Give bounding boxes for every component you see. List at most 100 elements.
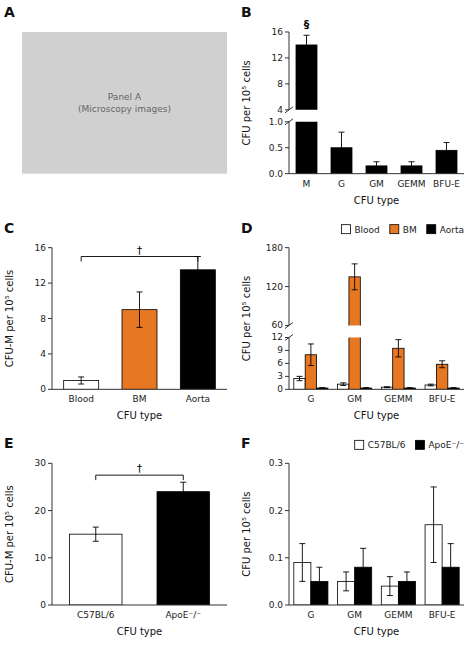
x-tick-label: BM [133,394,147,404]
bar [180,270,215,390]
plot-area [70,482,210,605]
error-bar [363,387,369,389]
y-tick-label: 12 [272,53,283,63]
y-tick-label: 20 [35,506,47,516]
y-tick [285,121,289,122]
placeholder-text: (Microscopy images) [78,104,171,114]
annotation: † [137,244,143,257]
bar [70,534,123,605]
bar [349,277,360,389]
axes: 0.00.51.0481216MGGMGEMMBFU-ECFU typeCFU … [241,27,464,206]
error-bar [78,377,84,384]
y-tick [285,286,289,287]
x-axis-label: CFU type [354,626,400,637]
x-tick-label: GEMM [384,394,412,404]
y-tick-label: 4 [40,349,46,359]
error-bar [319,387,325,389]
bar [296,45,317,174]
error-bar [297,376,303,380]
error-bar [451,387,457,389]
y-tick [48,353,52,354]
panel: F0.00.10.20.3GGMGEMMBFU-ECFU typeCFU per… [241,435,464,637]
y-tick [285,363,289,364]
y-tick-label: 16 [272,27,284,37]
y-tick [285,557,289,558]
x-tick-label: Blood [68,394,93,404]
y-axis-label: CFU-M per 10⁵ cells [4,270,15,368]
error-bar [395,340,401,357]
bracket [96,475,184,480]
y-tick-label: 3 [277,371,283,381]
y-axis-line [289,32,290,110]
y-tick [285,350,289,351]
axes: 0.00.10.20.3GGMGEMMBFU-ECFU typeCFU per … [241,458,464,637]
x-axis-line [52,389,227,390]
error-bar [448,544,454,591]
axis-break [285,334,293,340]
y-tick-label: 0 [40,384,46,394]
error-bar [352,264,358,290]
error-bar [431,487,437,563]
panel: C0481216BloodBMAortaCFU typeCFU-M per 10… [4,220,227,422]
y-tick-label: 6 [277,358,283,368]
y-tick-label: 0.2 [269,506,283,516]
y-tick-label: 12 [35,278,46,288]
y-tick [285,510,289,511]
y-tick [285,325,289,326]
y-tick-label: 30 [35,458,47,468]
image-placeholder [22,32,227,174]
y-tick-label: 0.0 [269,600,284,610]
y-tick-label: 0.3 [269,458,283,468]
legend-swatch [427,225,436,234]
y-tick-label: 0 [277,384,283,394]
panel-label: E [4,435,14,451]
error-bar [304,35,310,54]
error-bar [339,132,345,163]
plot-area [296,35,457,173]
legend-label: C57BL/6 [368,440,406,450]
y-tick [285,376,289,377]
error-bar [444,143,450,159]
error-bar [387,577,393,596]
legend-swatch [355,440,364,449]
y-tick-label: 9 [277,345,283,355]
x-tick-label: GM [347,610,362,620]
y-tick [285,247,289,248]
y-axis-label: CFU per 10⁵ cells [241,60,252,145]
error-bar [180,482,186,501]
y-tick-label: 8 [40,314,46,324]
axis-break [285,119,293,125]
y-tick [48,318,52,319]
y-tick-label: 16 [35,243,47,253]
error-bar [93,527,99,541]
x-axis-line [289,389,464,390]
y-tick [48,510,52,511]
panel: B0.00.51.0481216MGGMGEMMBFU-ECFU typeCFU… [241,4,464,206]
y-tick [285,337,289,338]
y-tick [285,389,289,390]
y-axis-line [289,463,290,605]
y-tick [285,173,289,174]
x-tick-label: C57BL/6 [77,610,115,620]
y-tick [285,605,289,606]
x-tick-label: BFU-E [433,179,460,189]
figure: APanel A(Microscopy images)B0.00.51.0481… [0,0,474,647]
axis-break [285,107,293,113]
x-tick-label: G [307,610,314,620]
axes: 0102030C57BL/6ApoE⁻/⁻CFU typeCFU-M per 1… [4,458,227,637]
y-tick-label: 1.0 [269,117,284,127]
y-tick [285,109,289,110]
plot-area [294,264,459,389]
panel-label: B [241,4,252,20]
y-axis-label: CFU per 10⁵ cells [241,276,252,361]
panel: APanel A(Microscopy images) [4,4,227,174]
x-tick-label: GM [369,179,384,189]
legend-swatch [415,440,424,449]
bar [425,385,436,389]
error-bar [316,567,322,595]
y-axis-label: CFU per 10⁵ cells [241,491,252,576]
x-axis-line [52,605,227,606]
y-tick-label: 0 [40,600,46,610]
x-axis-label: CFU type [354,195,400,206]
annotation: † [137,462,143,475]
